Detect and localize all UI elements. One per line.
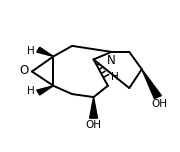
Polygon shape bbox=[142, 69, 161, 98]
Text: H: H bbox=[27, 46, 35, 56]
Text: OH: OH bbox=[152, 99, 168, 109]
Text: O: O bbox=[19, 64, 29, 77]
Polygon shape bbox=[37, 47, 53, 56]
Text: OH: OH bbox=[86, 120, 102, 130]
Polygon shape bbox=[90, 97, 98, 118]
Polygon shape bbox=[37, 86, 53, 95]
Text: N: N bbox=[107, 54, 116, 67]
Text: H: H bbox=[111, 72, 118, 82]
Text: H: H bbox=[27, 86, 35, 96]
